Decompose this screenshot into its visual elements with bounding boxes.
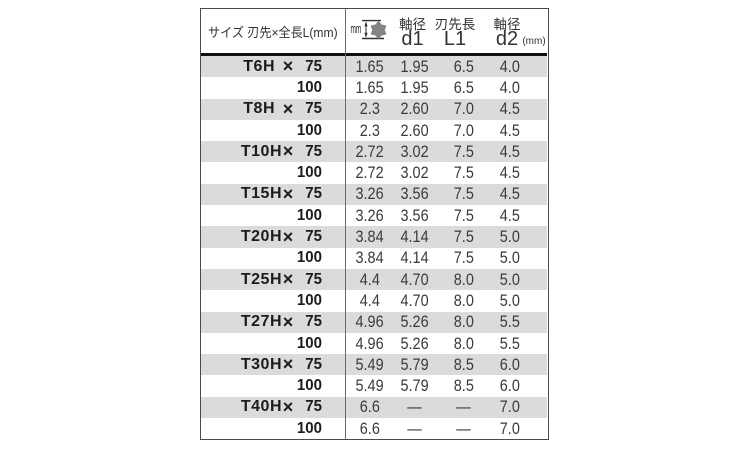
svg-text:mm: mm (351, 23, 362, 37)
